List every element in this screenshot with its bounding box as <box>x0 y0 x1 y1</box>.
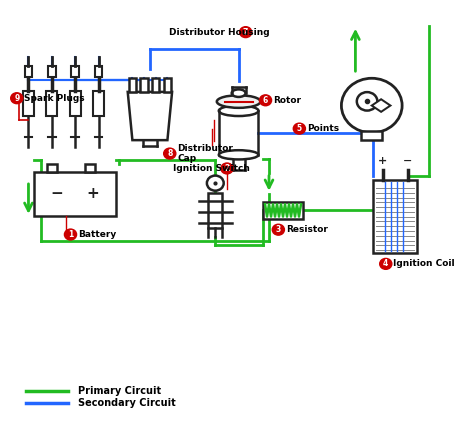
FancyBboxPatch shape <box>70 91 81 116</box>
Circle shape <box>239 27 252 37</box>
Text: 8: 8 <box>167 149 173 158</box>
FancyBboxPatch shape <box>128 79 136 92</box>
Text: 6: 6 <box>263 96 268 105</box>
FancyBboxPatch shape <box>48 66 55 77</box>
Polygon shape <box>128 92 172 140</box>
FancyBboxPatch shape <box>93 91 104 116</box>
Text: Battery: Battery <box>78 230 116 239</box>
Circle shape <box>380 258 392 269</box>
Text: Distributor
Cap: Distributor Cap <box>177 144 233 163</box>
FancyBboxPatch shape <box>362 131 382 140</box>
Ellipse shape <box>232 89 246 97</box>
Ellipse shape <box>219 105 258 116</box>
Circle shape <box>64 229 77 240</box>
Text: 2: 2 <box>224 164 229 173</box>
Text: 4: 4 <box>383 259 388 268</box>
Polygon shape <box>372 99 391 112</box>
Ellipse shape <box>217 95 261 108</box>
Text: Rotor: Rotor <box>273 96 301 105</box>
Text: 5: 5 <box>297 124 302 133</box>
FancyBboxPatch shape <box>140 79 148 92</box>
FancyBboxPatch shape <box>164 79 171 92</box>
FancyBboxPatch shape <box>152 79 159 92</box>
Circle shape <box>207 176 224 191</box>
Text: Resistor: Resistor <box>286 225 328 234</box>
Text: Points: Points <box>307 124 339 133</box>
Text: +: + <box>87 186 100 201</box>
FancyBboxPatch shape <box>25 66 32 77</box>
Text: Primary Circuit: Primary Circuit <box>78 386 161 396</box>
Text: +: + <box>378 156 387 166</box>
Text: 7: 7 <box>243 28 248 37</box>
FancyBboxPatch shape <box>95 66 102 77</box>
Text: Secondary Circuit: Secondary Circuit <box>78 398 175 408</box>
Circle shape <box>164 148 176 159</box>
FancyBboxPatch shape <box>263 201 303 219</box>
Text: −: − <box>403 156 412 166</box>
FancyBboxPatch shape <box>47 164 57 172</box>
FancyBboxPatch shape <box>46 91 57 116</box>
FancyBboxPatch shape <box>23 91 34 116</box>
FancyBboxPatch shape <box>72 66 79 77</box>
FancyBboxPatch shape <box>34 172 116 215</box>
Text: −: − <box>51 186 64 201</box>
FancyBboxPatch shape <box>85 164 95 172</box>
Circle shape <box>221 163 233 174</box>
Text: Spark Plugs: Spark Plugs <box>24 94 85 103</box>
Text: 3: 3 <box>276 225 281 234</box>
Circle shape <box>357 92 377 110</box>
Circle shape <box>259 95 272 106</box>
Ellipse shape <box>219 150 258 159</box>
Circle shape <box>293 123 305 134</box>
Circle shape <box>11 93 23 104</box>
FancyBboxPatch shape <box>373 180 417 253</box>
Circle shape <box>272 224 284 235</box>
Circle shape <box>341 78 402 133</box>
Text: 1: 1 <box>68 230 73 239</box>
FancyBboxPatch shape <box>208 193 222 228</box>
Text: Ignition Coil: Ignition Coil <box>393 259 455 268</box>
Text: Distributor Housing: Distributor Housing <box>169 28 269 37</box>
Text: Ignition Switch: Ignition Switch <box>173 164 250 173</box>
Text: 9: 9 <box>14 94 19 103</box>
